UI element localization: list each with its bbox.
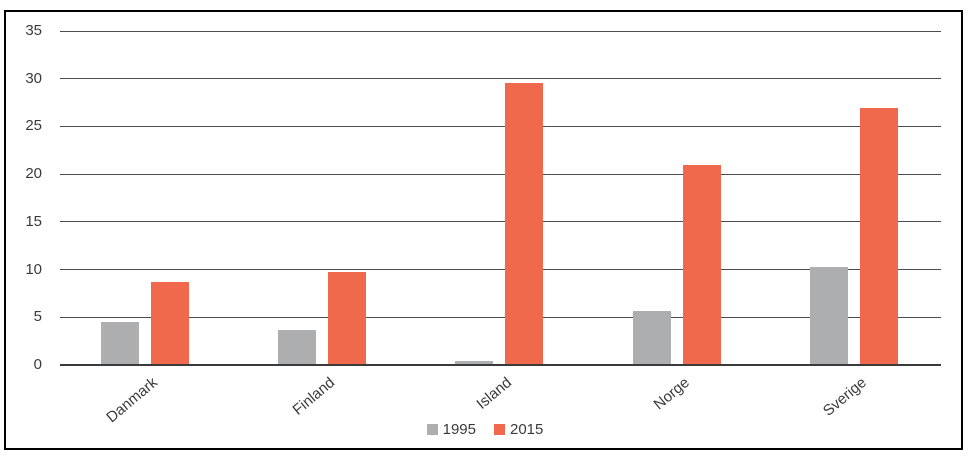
gridline-y0 — [60, 364, 941, 366]
gridline-y5 — [60, 316, 941, 318]
bar-finland-1995 — [278, 329, 317, 365]
chart-frame — [4, 10, 963, 450]
y-axis-tick-5: 5 — [33, 308, 42, 326]
legend-label-1995: 1995 — [442, 421, 476, 438]
y-axis-tick-35: 35 — [25, 22, 42, 39]
legend: 1995 2015 — [0, 421, 970, 438]
bar-sverige-2015 — [859, 108, 898, 365]
bar-finland-2015 — [328, 272, 367, 365]
bar-norge-2015 — [682, 164, 721, 365]
y-axis-tick-20: 20 — [25, 165, 42, 183]
gridline-y30 — [60, 78, 941, 80]
gridline-y15 — [60, 221, 941, 223]
y-axis-tick-25: 25 — [25, 117, 42, 135]
bar-island-1995 — [455, 361, 494, 365]
gridline-y35 — [60, 30, 941, 32]
y-axis-tick-10: 10 — [25, 260, 42, 278]
y-axis-tick-0: 0 — [33, 356, 42, 373]
legend-item-1995: 1995 — [426, 421, 476, 438]
plot-area — [60, 30, 941, 366]
y-axis-tick-15: 15 — [25, 212, 42, 230]
gridline-y10 — [60, 269, 941, 271]
gridline-y20 — [60, 173, 941, 175]
legend-label-2015: 2015 — [510, 421, 544, 438]
legend-swatch-1995 — [426, 424, 438, 435]
y-axis-tick-30: 30 — [25, 69, 42, 87]
gridline-y25 — [60, 125, 941, 127]
bar-norge-1995 — [632, 310, 671, 365]
bar-island-2015 — [505, 82, 544, 365]
bar-danmark-1995 — [101, 322, 139, 365]
legend-item-2015: 2015 — [494, 421, 543, 438]
bar-sverige-1995 — [809, 266, 848, 365]
bar-danmark-2015 — [151, 281, 189, 365]
legend-swatch-2015 — [494, 424, 505, 435]
